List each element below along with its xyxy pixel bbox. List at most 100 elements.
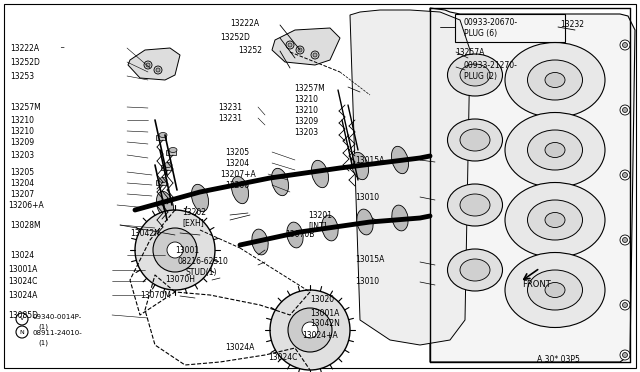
Ellipse shape: [460, 64, 490, 86]
Text: 13231: 13231: [218, 113, 242, 122]
Text: 13210: 13210: [10, 115, 34, 125]
Polygon shape: [272, 28, 340, 65]
Bar: [161, 165, 171, 170]
Text: 13028M: 13028M: [10, 221, 40, 230]
Text: 13252: 13252: [238, 45, 262, 55]
Ellipse shape: [232, 176, 248, 204]
Ellipse shape: [505, 42, 605, 118]
Text: 13070M: 13070M: [140, 292, 171, 301]
Ellipse shape: [357, 209, 373, 235]
Ellipse shape: [447, 184, 502, 226]
Text: 13015A: 13015A: [355, 155, 385, 164]
Text: 13205: 13205: [225, 148, 249, 157]
Ellipse shape: [271, 168, 289, 196]
Ellipse shape: [545, 212, 565, 228]
Text: 13001A: 13001A: [8, 266, 37, 275]
Text: 09340-0014P-: 09340-0014P-: [32, 314, 81, 320]
Text: 08911-24010-: 08911-24010-: [32, 330, 82, 336]
Circle shape: [623, 353, 627, 357]
Text: 13222A: 13222A: [230, 19, 259, 28]
Circle shape: [270, 290, 350, 370]
Ellipse shape: [505, 253, 605, 327]
Text: A 30* 03P5: A 30* 03P5: [537, 356, 580, 365]
Text: 13203: 13203: [10, 151, 34, 160]
Ellipse shape: [527, 130, 582, 170]
Ellipse shape: [545, 73, 565, 87]
Ellipse shape: [169, 148, 177, 153]
Text: 13257M: 13257M: [294, 83, 324, 93]
Text: 13085D: 13085D: [8, 311, 38, 320]
Ellipse shape: [312, 160, 328, 188]
Ellipse shape: [505, 112, 605, 187]
Circle shape: [154, 66, 162, 74]
Text: 13024C: 13024C: [8, 276, 37, 285]
Text: 13206+A: 13206+A: [8, 201, 44, 209]
Text: 13207+A: 13207+A: [220, 170, 256, 179]
Text: 13210: 13210: [10, 126, 34, 135]
Circle shape: [167, 242, 183, 258]
Circle shape: [313, 53, 317, 57]
Text: 13024A: 13024A: [225, 343, 254, 353]
Circle shape: [620, 300, 630, 310]
Ellipse shape: [191, 184, 209, 212]
Text: PLUG (6): PLUG (6): [464, 29, 497, 38]
Circle shape: [288, 308, 332, 352]
Text: 13024C: 13024C: [268, 353, 298, 362]
Text: 13252D: 13252D: [10, 58, 40, 67]
Circle shape: [623, 302, 627, 308]
Text: 13201: 13201: [308, 211, 332, 219]
Text: 13232: 13232: [560, 19, 584, 29]
Text: 13207: 13207: [10, 189, 34, 199]
Circle shape: [286, 41, 294, 49]
Ellipse shape: [545, 282, 565, 298]
Text: [INT]: [INT]: [308, 221, 326, 231]
Text: 13001A: 13001A: [310, 308, 339, 317]
Polygon shape: [350, 10, 470, 345]
Text: 13257M: 13257M: [10, 103, 41, 112]
Text: 13001: 13001: [175, 246, 199, 254]
Text: 13204: 13204: [225, 158, 249, 167]
Text: FRONT: FRONT: [522, 280, 551, 289]
Circle shape: [623, 237, 627, 243]
Text: 13210: 13210: [294, 106, 318, 115]
Text: 13024: 13024: [10, 250, 34, 260]
Text: 13204: 13204: [10, 179, 34, 187]
Text: PLUG (2): PLUG (2): [464, 71, 497, 80]
Text: 13253: 13253: [10, 71, 34, 80]
Ellipse shape: [351, 152, 369, 180]
Text: 13010: 13010: [355, 192, 379, 202]
Circle shape: [620, 350, 630, 360]
Circle shape: [16, 313, 28, 325]
Bar: [166, 150, 176, 155]
Circle shape: [620, 40, 630, 50]
Text: 13222A: 13222A: [10, 44, 39, 52]
Circle shape: [156, 68, 160, 72]
Ellipse shape: [156, 191, 173, 219]
Text: STUD(1): STUD(1): [185, 269, 216, 278]
Text: 13231: 13231: [218, 103, 242, 112]
Text: 13015A: 13015A: [355, 256, 385, 264]
Text: V: V: [20, 317, 24, 321]
Ellipse shape: [447, 249, 502, 291]
Circle shape: [302, 322, 318, 338]
Circle shape: [620, 235, 630, 245]
Text: (1): (1): [38, 340, 48, 346]
Text: 13042N: 13042N: [130, 228, 160, 237]
Bar: [156, 180, 166, 185]
Circle shape: [144, 61, 152, 69]
Text: 13042N: 13042N: [310, 320, 340, 328]
Text: 13020: 13020: [310, 295, 334, 305]
Text: 13024A: 13024A: [8, 291, 37, 299]
Text: 13024+A: 13024+A: [302, 330, 338, 340]
Polygon shape: [128, 48, 180, 80]
Text: 13203: 13203: [294, 128, 318, 137]
Text: 00933-20670-: 00933-20670-: [464, 17, 518, 26]
Text: 13202: 13202: [182, 208, 206, 217]
Text: 13210: 13210: [294, 94, 318, 103]
Ellipse shape: [159, 132, 167, 138]
Text: 13209: 13209: [294, 116, 318, 125]
Text: (1): (1): [38, 324, 48, 330]
Ellipse shape: [252, 229, 268, 255]
Ellipse shape: [392, 146, 408, 174]
Ellipse shape: [527, 270, 582, 310]
